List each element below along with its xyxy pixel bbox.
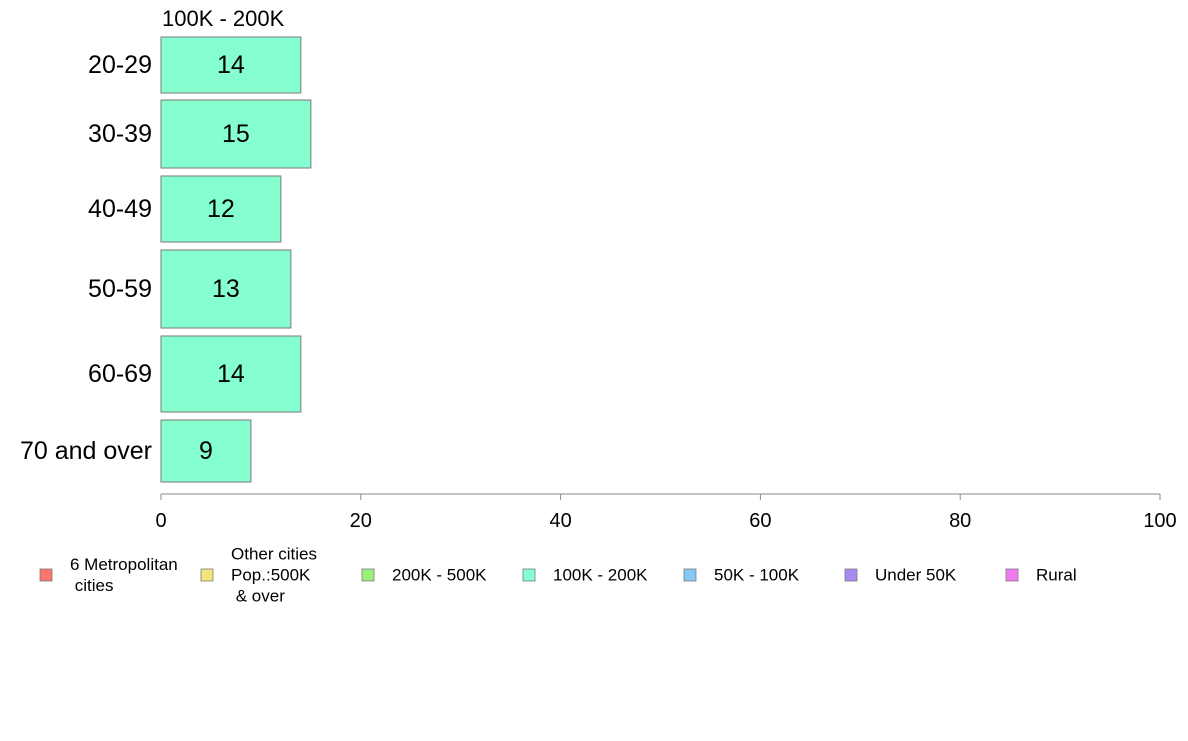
x-tick-label: 0 — [155, 510, 166, 532]
legend-item: 6 Metropolitan cities — [39, 555, 178, 595]
x-axis: 0 20 40 60 80 100 — [155, 493, 1177, 532]
legend-swatch — [39, 568, 53, 582]
bars-layer: 14 20-29 15 30-39 12 40-49 13 50-59 14 60-69 9 70 a… — [20, 36, 312, 483]
legend-label: 200K - 500K — [392, 566, 487, 585]
bar-value-label: 14 — [217, 51, 245, 79]
category-label: 20-29 — [88, 51, 152, 79]
legend-swatch — [683, 568, 697, 582]
legend-swatch — [200, 568, 214, 582]
legend-item: Under 50K — [844, 566, 957, 585]
x-tick-label: 100 — [1143, 510, 1176, 532]
bar-5 — [160, 335, 302, 413]
legend-label: Other cities Pop.:500K & over — [231, 545, 317, 606]
legend-label: 100K - 200K — [553, 566, 648, 585]
legend-item: Other cities Pop.:500K & over — [200, 545, 317, 606]
x-tick-label: 20 — [350, 510, 372, 532]
bar-value-label: 12 — [207, 195, 235, 223]
legend-label: Under 50K — [875, 566, 957, 585]
legend-swatch — [844, 568, 858, 582]
legend-item: 50K - 100K — [683, 566, 800, 585]
legend-item: 100K - 200K — [522, 566, 648, 585]
x-tick-label: 60 — [749, 510, 771, 532]
bar-1 — [160, 36, 302, 94]
x-tick-label: 40 — [549, 510, 571, 532]
legend-label: 50K - 100K — [714, 566, 800, 585]
category-label: 60-69 — [88, 360, 152, 388]
legend: 6 Metropolitan cities Other cities Pop.:50… — [39, 545, 1077, 606]
bar-value-label: 9 — [199, 437, 213, 465]
x-tick-label: 80 — [949, 510, 971, 532]
category-label: 50-59 — [88, 275, 152, 303]
bar-6 — [160, 419, 252, 483]
category-label: 30-39 — [88, 120, 152, 148]
bar-value-label: 13 — [212, 275, 240, 303]
panel-title: 100K - 200K — [162, 6, 285, 31]
legend-item: Rural — [1005, 566, 1077, 585]
category-label: 40-49 — [88, 195, 152, 223]
category-label: 70 and over — [20, 437, 152, 465]
legend-swatch — [1005, 568, 1019, 582]
bar-value-label: 14 — [217, 360, 245, 388]
bar-3 — [160, 175, 282, 243]
legend-item: 200K - 500K — [361, 566, 487, 585]
legend-swatch — [522, 568, 536, 582]
legend-label: Rural — [1036, 566, 1077, 585]
legend-swatch — [361, 568, 375, 582]
legend-label: 6 Metropolitan cities — [70, 555, 178, 595]
bar-value-label: 15 — [222, 120, 250, 148]
bar-2 — [160, 99, 312, 169]
bar-4 — [160, 249, 292, 329]
